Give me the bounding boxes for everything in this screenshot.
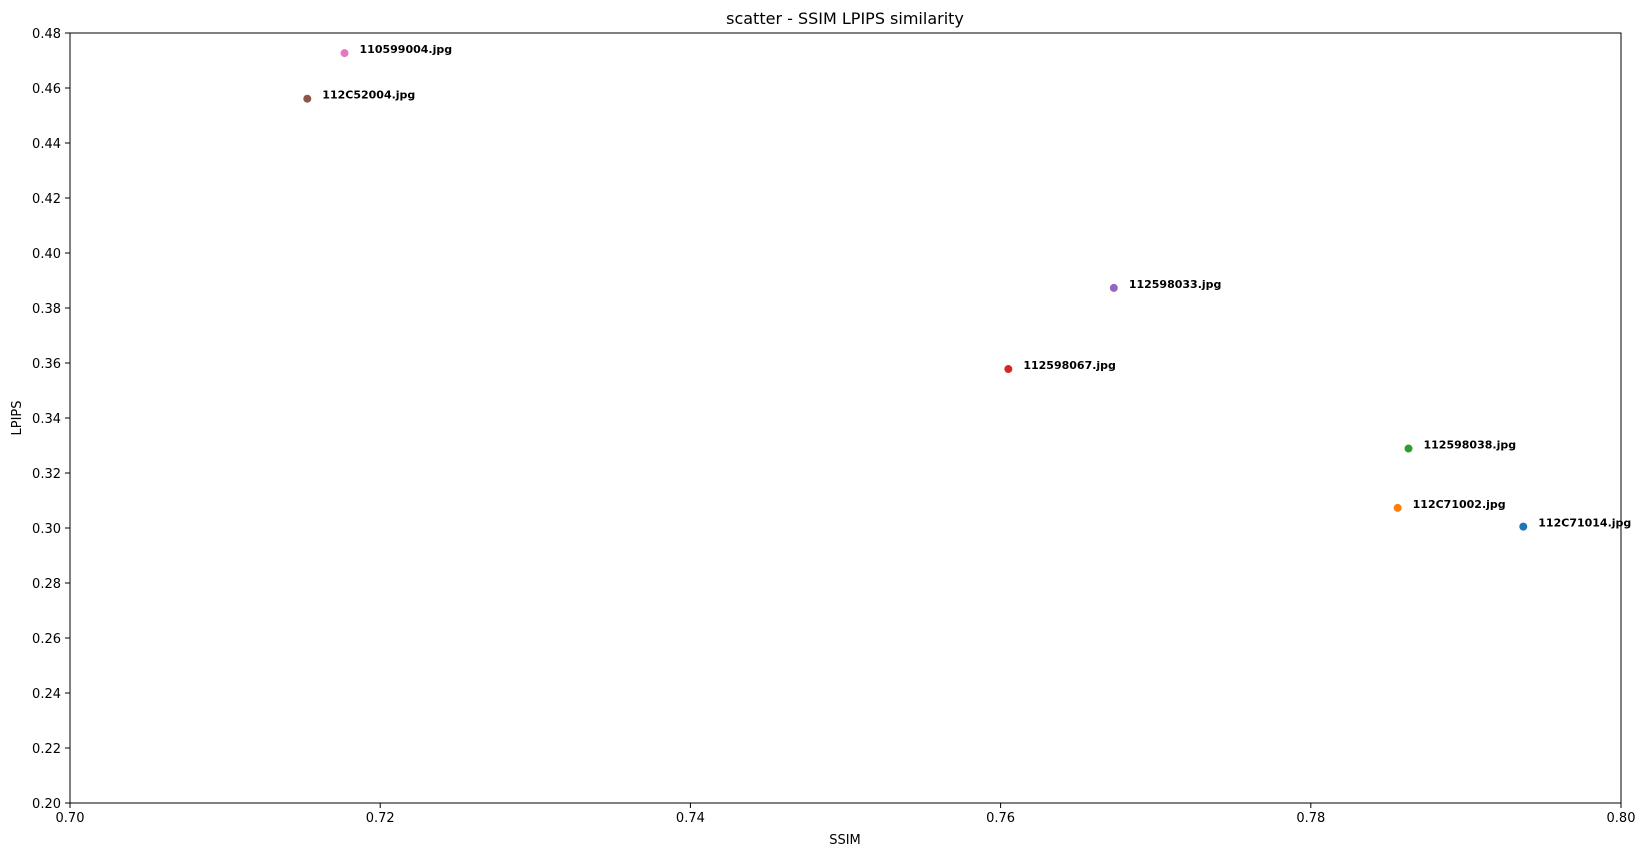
y-tick-label: 0.34 — [32, 412, 61, 427]
point-label: 112C71002.jpg — [1413, 498, 1506, 511]
y-tick-label: 0.46 — [32, 82, 61, 97]
y-tick-label: 0.32 — [32, 467, 61, 482]
y-tick-label: 0.44 — [32, 137, 61, 152]
x-tick-label: 0.70 — [56, 811, 85, 826]
y-tick-label: 0.28 — [32, 577, 61, 592]
data-point — [303, 94, 312, 103]
y-tick-label: 0.22 — [32, 742, 61, 757]
point-label: 110599004.jpg — [360, 43, 453, 56]
point-label: 112C71014.jpg — [1538, 517, 1631, 530]
y-tick-label: 0.20 — [32, 797, 61, 812]
y-tick-label: 0.26 — [32, 632, 61, 647]
point-label: 112598033.jpg — [1129, 278, 1222, 291]
x-tick-label: 0.80 — [1607, 811, 1636, 826]
y-axis-label: LPIPS — [10, 400, 25, 435]
point-label: 112598067.jpg — [1023, 359, 1116, 372]
x-tick-label: 0.78 — [1296, 811, 1325, 826]
y-tick-label: 0.30 — [32, 522, 61, 537]
plot-area — [69, 32, 1622, 804]
y-tick-label: 0.38 — [32, 302, 61, 317]
y-tick-label: 0.40 — [32, 247, 61, 262]
y-tick-label: 0.42 — [32, 192, 61, 207]
data-point — [1109, 283, 1118, 292]
data-point — [1404, 444, 1413, 453]
point-label: 112C52004.jpg — [322, 89, 415, 102]
chart-title: scatter - SSIM LPIPS similarity — [726, 9, 964, 28]
point-label: 112598038.jpg — [1424, 439, 1517, 452]
data-point — [1519, 522, 1528, 531]
y-tick-label: 0.24 — [32, 687, 61, 702]
y-axis-ticks: 0.20 0.22 0.24 0.26 0.28 0.30 0.32 0.34 0.36 0.38… — [32, 27, 70, 812]
x-axis-ticks: 0.70 0.72 0.74 0.76 0.78 0.80 — [56, 803, 1636, 826]
y-tick-label: 0.48 — [32, 27, 61, 42]
y-tick-label: 0.36 — [32, 357, 61, 372]
x-tick-label: 0.72 — [366, 811, 395, 826]
data-points: 112C71014.jpg 112C71002.jpg 112598038.jpg 1… — [303, 43, 1631, 531]
data-point — [1393, 503, 1402, 512]
data-point — [1004, 365, 1013, 374]
x-tick-label: 0.74 — [676, 811, 705, 826]
x-tick-label: 0.76 — [986, 811, 1015, 826]
x-axis-label: SSIM — [829, 833, 861, 848]
data-point — [340, 49, 349, 58]
